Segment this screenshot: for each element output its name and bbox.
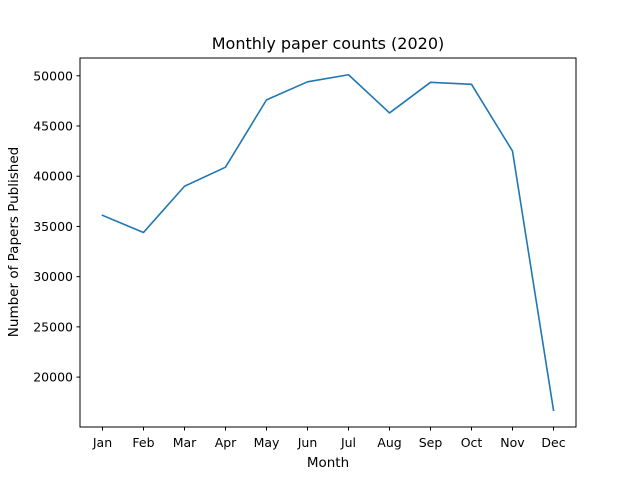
- x-tick-label: Oct: [461, 435, 483, 450]
- y-tick-label: 45000: [33, 118, 73, 133]
- y-axis-label: Number of Papers Published: [6, 147, 22, 337]
- data-point-apr: [225, 166, 227, 168]
- y-tick-label: 40000: [33, 169, 73, 184]
- data-point-nov: [512, 150, 514, 152]
- x-tick-label: May: [254, 435, 280, 450]
- x-tick-label: Nov: [500, 435, 525, 450]
- x-tick-label: Jul: [340, 435, 356, 450]
- x-tick-label: Dec: [541, 435, 565, 450]
- x-tick-label: Feb: [132, 435, 154, 450]
- x-tick-label: Sep: [419, 435, 443, 450]
- x-tick-label: Jan: [92, 435, 112, 450]
- plot-area: [79, 57, 577, 428]
- x-tick-label: Mar: [173, 435, 197, 450]
- x-tick-label: Jun: [297, 435, 318, 450]
- y-tick-label: 20000: [33, 370, 73, 385]
- data-point-mar: [184, 185, 186, 187]
- data-point-jul: [348, 74, 350, 76]
- data-point-jun: [307, 81, 309, 83]
- y-tick-label: 25000: [33, 319, 73, 334]
- chart-title: Monthly paper counts (2020): [212, 34, 445, 53]
- data-point-feb: [143, 232, 145, 234]
- data-point-dec: [553, 409, 555, 411]
- data-point-sep: [430, 82, 432, 84]
- data-point-may: [266, 99, 268, 101]
- x-tick-label: Apr: [215, 435, 237, 450]
- y-axis: 20000 25000 30000 35000 40000 45000 50000: [33, 68, 80, 385]
- data-point-aug: [389, 112, 391, 114]
- y-tick-label: 50000: [33, 68, 73, 83]
- y-tick-label: 35000: [33, 219, 73, 234]
- x-axis-label: Month: [307, 455, 349, 471]
- series-layer: [101, 73, 555, 412]
- x-axis: Jan Feb Mar Apr May Jun Jul Aug Sep Oct Nov Dec: [92, 427, 566, 450]
- data-point-oct: [471, 84, 473, 86]
- y-tick-label: 30000: [33, 269, 73, 284]
- data-point-jan: [102, 215, 104, 217]
- x-tick-label: Aug: [377, 435, 401, 450]
- series-line-0: [101, 73, 555, 412]
